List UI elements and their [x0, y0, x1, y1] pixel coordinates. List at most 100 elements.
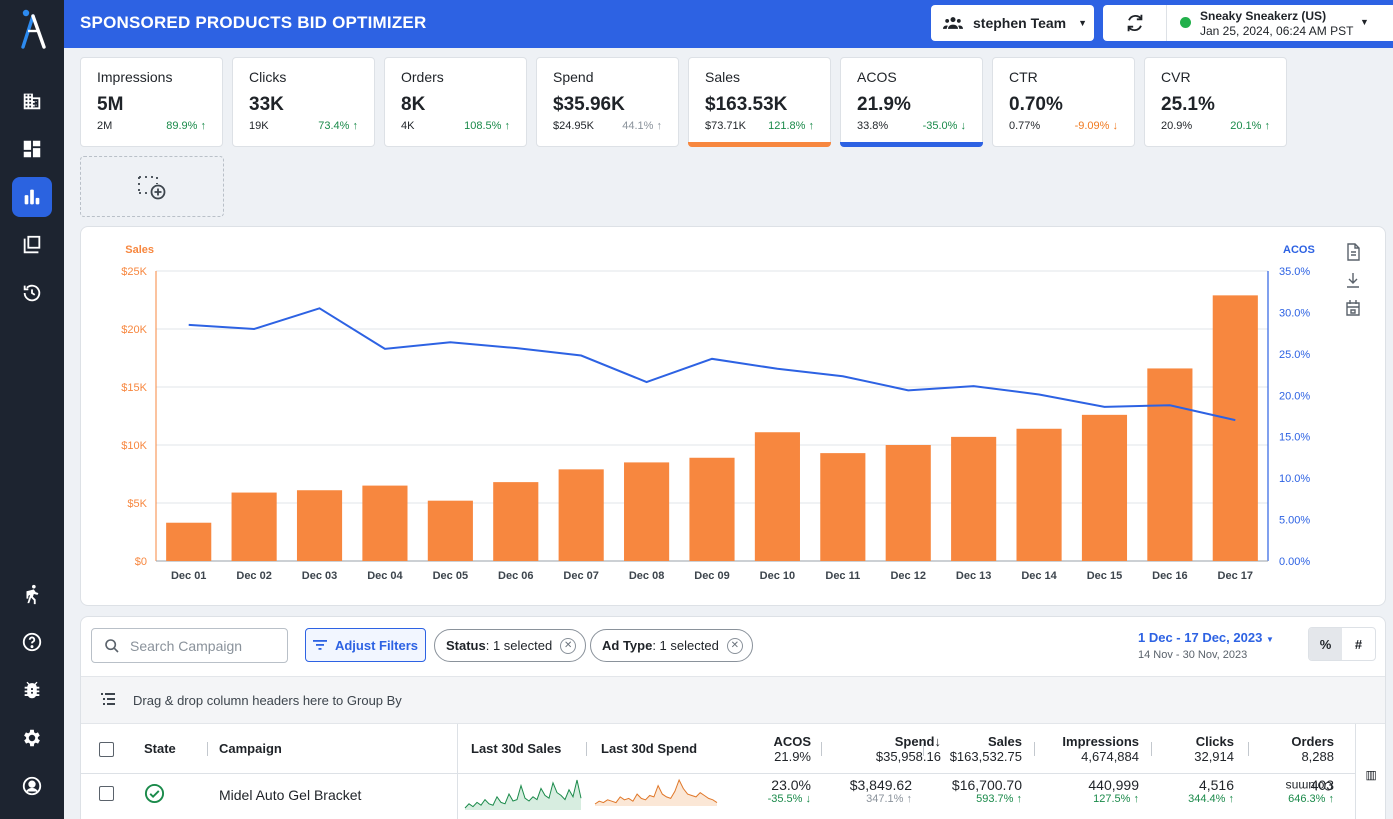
x-tick-label: Dec 10 [760, 570, 795, 582]
refresh-button[interactable] [1103, 5, 1167, 41]
column-header-last30-spend[interactable]: Last 30d Spend [601, 741, 698, 756]
y2-tick-label: 35.0% [1279, 266, 1310, 278]
kpi-label: CVR [1161, 69, 1191, 85]
team-name: stephen Team [973, 15, 1067, 31]
column-separator[interactable] [1034, 742, 1035, 756]
bar-sales-dec-09 [689, 457, 735, 561]
kpi-card-spend[interactable]: Spend $35.96K $24.95K 44.1% ↑ [536, 57, 679, 147]
column-header-impressions[interactable]: Impressions 4,674,884 [1031, 734, 1139, 764]
account-selector[interactable]: Sneaky Sneakerz (US) Jan 25, 2024, 06:24… [1103, 5, 1393, 41]
team-selector[interactable]: stephen Team ▼ [931, 5, 1094, 41]
column-header-clicks[interactable]: Clicks 32,914 [1141, 734, 1234, 764]
bar-sales-dec-03 [296, 490, 343, 561]
row-checkbox[interactable] [99, 786, 114, 801]
nav-copy[interactable] [12, 225, 52, 265]
account-name: Sneaky Sneakerz (US) [1200, 9, 1327, 23]
bug-icon [24, 681, 40, 699]
kpi-card-ctr[interactable]: CTR 0.70% 0.77% -9.09% ↓ [992, 57, 1135, 147]
document-icon[interactable] [1347, 243, 1360, 261]
impressions-delta: 127.5% ↑ [1093, 793, 1139, 805]
chip-key: Ad Type [602, 638, 653, 653]
history-icon [23, 284, 41, 302]
enabled-check-icon[interactable] [144, 783, 165, 804]
kpi-card-clicks[interactable]: Clicks 33K 19K 73.4% ↑ [232, 57, 375, 147]
columns-panel-tab[interactable]: ▤ Columns [1286, 724, 1385, 819]
column-header-state[interactable]: State [144, 741, 176, 756]
close-icon[interactable]: ✕ [726, 637, 743, 654]
sales-sparkline [464, 779, 582, 810]
column-separator[interactable] [207, 742, 208, 756]
ad-type-filter-chip[interactable]: Ad Type: 1 selected ✕ [590, 629, 753, 662]
caret-down-icon: ▼ [1265, 635, 1274, 644]
y2-tick-label: 15.0% [1279, 432, 1310, 444]
nav-building[interactable] [12, 81, 52, 121]
column-header-sales[interactable]: Sales $163,532.75 [921, 734, 1022, 764]
x-tick-label: Dec 08 [629, 570, 664, 582]
x-tick-label: Dec 11 [825, 570, 860, 582]
user-icon [22, 776, 42, 796]
search-box[interactable] [91, 628, 288, 663]
kpi-label: Clicks [249, 69, 287, 85]
column-separator[interactable] [1248, 742, 1249, 756]
adjust-filters-button[interactable]: Adjust Filters [305, 628, 426, 662]
column-header-acos[interactable]: ACOS 21.9% [721, 734, 811, 764]
kpi-selected-indicator [688, 142, 831, 147]
kpi-card-acos[interactable]: ACOS 21.9% 33.8% -35.0% ↓ [840, 57, 983, 147]
table-row[interactable]: Midel Auto Gel Bracket 23.0% -35.5% ↓ $3,… [81, 774, 1355, 818]
column-header-last30-sales[interactable]: Last 30d Sales [471, 741, 562, 756]
column-separator[interactable] [586, 742, 587, 756]
calendar-export-icon[interactable] [1346, 300, 1360, 316]
spend-total: $35,958.16 [875, 749, 941, 764]
kpi-card-sales[interactable]: Sales $163.53K $73.71K 121.8% ↑ [688, 57, 831, 147]
select-all-checkbox[interactable] [99, 742, 114, 757]
bar-sales-dec-06 [493, 482, 539, 561]
sales-delta: 593.7% ↑ [976, 793, 1022, 805]
kpi-card-orders[interactable]: Orders 8K 4K 108.5% ↑ [384, 57, 527, 147]
nav-dashboard[interactable] [12, 129, 52, 169]
nav-help[interactable] [12, 622, 52, 662]
x-tick-label: Dec 17 [1218, 570, 1253, 582]
campaign-name[interactable]: Midel Auto Gel Bracket [219, 787, 362, 803]
add-kpi-card-button[interactable] [80, 156, 224, 217]
line-acos [188, 307, 1236, 422]
nav-user[interactable] [12, 766, 52, 806]
y-tick-label: $15K [121, 382, 147, 394]
column-header-spend[interactable]: Spend↓ $35,958.16 [821, 734, 941, 764]
app-logo[interactable] [18, 9, 48, 49]
column-header-campaign[interactable]: Campaign [219, 741, 282, 756]
column-separator[interactable] [821, 742, 822, 756]
acos-cell: 23.0% -35.5% ↓ [721, 777, 811, 805]
search-input[interactable] [130, 637, 280, 654]
add-widget-icon [138, 175, 166, 199]
help-icon [22, 632, 42, 652]
kpi-card-cvr[interactable]: CVR 25.1% 20.9% 20.1% ↑ [1144, 57, 1287, 147]
x-tick-label: Dec 02 [236, 570, 271, 582]
caret-down-icon: ▼ [1078, 18, 1088, 28]
kpi-card-impressions[interactable]: Impressions 5M 2M 89.9% ↑ [80, 57, 223, 147]
group-by-dropzone[interactable]: Drag & drop column headers here to Group… [81, 676, 1385, 724]
percent-toggle[interactable]: % [1309, 628, 1342, 660]
nav-bar-chart[interactable] [12, 177, 52, 217]
date-range-selector[interactable]: 1 Dec - 17 Dec, 2023 ▼ [1138, 630, 1274, 645]
number-toggle[interactable]: # [1354, 636, 1363, 652]
kpi-value: 0.70% [1009, 94, 1063, 115]
nav-bug[interactable] [12, 670, 52, 710]
nav-running[interactable] [12, 574, 52, 614]
bar-sales-dec-07 [558, 469, 604, 561]
account-status-dot [1180, 17, 1191, 28]
download-icon[interactable] [1347, 273, 1359, 288]
column-separator[interactable] [1151, 742, 1152, 756]
nav-history[interactable] [12, 273, 52, 313]
status-filter-chip[interactable]: Status: 1 selected ✕ [434, 629, 587, 662]
column-header-orders[interactable]: Orders 8,288 [1251, 734, 1334, 764]
kpi-delta: 20.1% ↑ [1230, 120, 1270, 132]
column-separator[interactable] [923, 742, 924, 756]
clicks-header-label: Clicks [1195, 734, 1234, 749]
value-mode-toggle[interactable]: % # [1308, 627, 1376, 661]
bar-sales-dec-16 [1147, 368, 1193, 561]
x-tick-label: Dec 05 [433, 570, 468, 582]
spend-delta: 347.1% ↑ [866, 793, 912, 805]
nav-settings[interactable] [12, 718, 52, 758]
orders-delta: 646.3% ↑ [1288, 793, 1334, 805]
close-icon[interactable]: ✕ [560, 637, 577, 654]
